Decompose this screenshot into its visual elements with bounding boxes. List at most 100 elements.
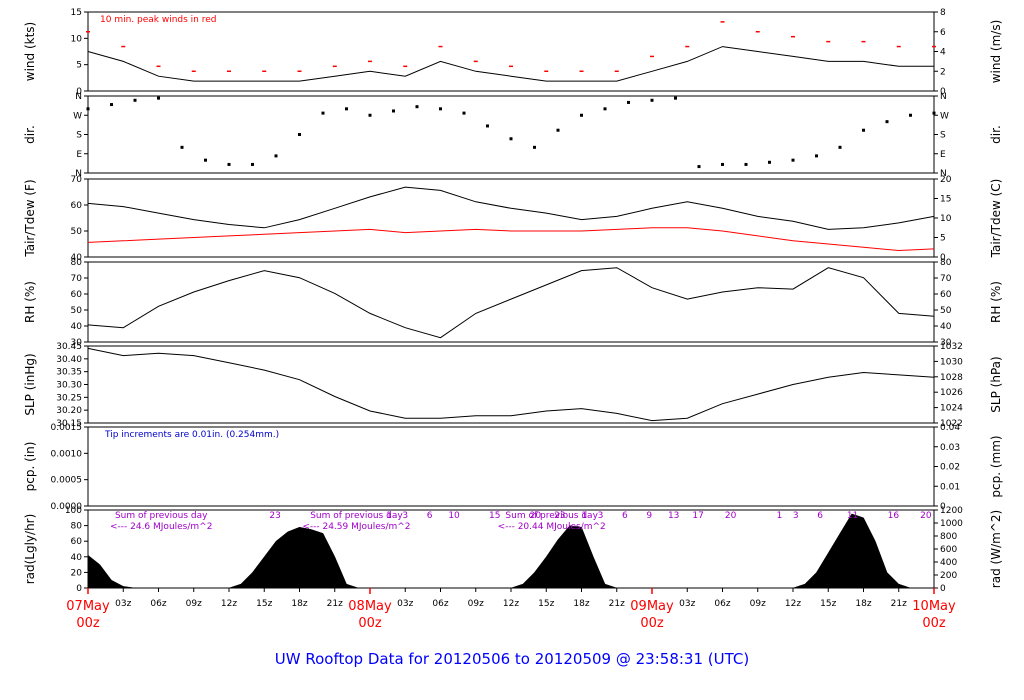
pcp-ytick-label: 0.0005: [51, 476, 83, 486]
rad-ytick-label: 20: [71, 568, 83, 578]
dir-point: [345, 107, 348, 111]
dir-point: [486, 124, 489, 128]
temp-series-line: [87, 186, 935, 230]
wind-ytick-right-label: 0: [940, 87, 946, 97]
dir-ytick-right-label: E: [940, 150, 946, 160]
slp-ytick-right-label: 1030: [940, 357, 963, 367]
dir-point: [462, 111, 466, 115]
x-tick-label: 18z: [855, 599, 871, 609]
slp-ytick-label: 30.20: [56, 406, 82, 416]
rh-ytick-right-label: 70: [940, 274, 952, 284]
rad-ylabel: rad(Lgly/hr): [23, 514, 37, 585]
rad-hour-label: 17: [692, 511, 703, 521]
x-tick-label: 18z: [573, 599, 589, 609]
rh-ylabel: RH (%): [23, 281, 37, 323]
temp-ylabel: Tair/Tdew (F): [23, 179, 37, 257]
dir-point: [298, 133, 301, 136]
dir-point: [815, 154, 818, 158]
slp-series-line: [87, 347, 935, 422]
dir-point: [791, 158, 795, 162]
slp-ytick-label: 30.45: [56, 342, 82, 352]
temp-ytick-label: 60: [71, 201, 83, 211]
wind-ylabel: wind (kts): [23, 22, 37, 81]
rad-hour-label: 20: [920, 511, 932, 521]
rad-hour-label: 6: [427, 511, 433, 521]
rh-ytick-label: 40: [71, 322, 83, 332]
x-tick-label: 12z: [503, 599, 519, 609]
slp-ytick-label: 30.25: [56, 393, 82, 403]
x-tick-label: 21z: [891, 599, 907, 609]
rad-hour-label: 23: [554, 511, 565, 521]
x-tick-label: 21z: [609, 599, 625, 609]
rh-ytick-label: 30: [71, 338, 83, 348]
dir-ytick-label: N: [75, 169, 82, 179]
temp-ytick-right-label: 5: [940, 234, 946, 244]
x-tick-label: 21z: [327, 599, 343, 609]
slp-ytick-right-label: 1022: [940, 419, 963, 429]
dir-ytick-right-label: W: [940, 111, 949, 121]
rad-hour-label: 6: [622, 511, 628, 521]
dir-point: [439, 107, 442, 111]
dir-point: [133, 98, 137, 102]
dir-point: [768, 160, 771, 164]
rh-ytick-right-label: 60: [940, 290, 952, 300]
temp-ylabel-right: Tair/Tdew (C): [989, 179, 1003, 259]
pcp-ytick-right-label: 0.01: [940, 482, 960, 492]
day-tick-date: 10May: [912, 599, 956, 614]
pcp-ytick-label: 0.0015: [51, 423, 83, 433]
rad-hour-label: 3: [402, 511, 408, 521]
dir-ylabel-right: dir.: [989, 125, 1003, 144]
dir-ytick-label: S: [76, 131, 82, 141]
dir-point: [204, 158, 207, 162]
rad-day-sum-title: Sum of previous day: [310, 511, 403, 521]
rad-ytick-label: 40: [71, 553, 83, 563]
dir-ylabel: dir.: [23, 125, 37, 144]
rad-ytick-label: 80: [71, 522, 83, 532]
rad-ytick-right-label: 800: [940, 532, 957, 542]
day-tick-hour: 00z: [640, 616, 664, 631]
rad-hour-label: 1: [777, 511, 783, 521]
dir-point: [627, 100, 630, 104]
dir-ytick-right-label: S: [940, 131, 946, 141]
dir-point: [862, 128, 865, 132]
x-tick-label: 15z: [538, 599, 554, 609]
dir-point: [603, 107, 607, 111]
rad-hour-label: 1: [386, 511, 392, 521]
x-tick-label: 09z: [468, 599, 484, 609]
temp-ytick-right-label: 0: [940, 253, 946, 263]
rad-ytick-right-label: 1000: [940, 519, 963, 529]
pcp-ytick-right-label: 0.04: [940, 423, 960, 433]
x-tick-label: 06z: [150, 599, 166, 609]
dir-ytick-label: N: [75, 92, 82, 102]
rad-ytick-right-label: 1200: [940, 506, 963, 516]
x-tick-label: 12z: [785, 599, 801, 609]
rh-ytick-label: 50: [71, 306, 83, 316]
dir-point: [274, 154, 278, 158]
rad-day-sum-title: Sum of previous day: [505, 511, 598, 521]
dir-point: [674, 96, 677, 100]
rh-ytick-label: 80: [71, 258, 83, 268]
pcp-ytick-right-label: 0.03: [940, 443, 960, 453]
rad-hour-label: 6: [817, 511, 823, 521]
rh-ytick-right-label: 30: [940, 338, 952, 348]
dir-frame: [87, 95, 935, 174]
dir-ytick-label: E: [76, 150, 82, 160]
slp-ylabel: SLP (inHg): [23, 353, 37, 415]
rad-hour-label: 23: [269, 511, 280, 521]
rad-day-sum-value: <--- 20.44 MJoules/m^2: [498, 522, 606, 532]
rad-hour-label: 3: [598, 511, 604, 521]
rad-day-sum-value: <--- 24.6 MJoules/m^2: [110, 522, 212, 532]
rad-ytick-right-label: 600: [940, 545, 957, 555]
rad-day-sum-value: <--- 24.59 MJoules/m^2: [302, 522, 410, 532]
wind-annotation: 10 min. peak winds in red: [100, 15, 217, 25]
pcp-ytick-right-label: 0.02: [940, 463, 960, 473]
x-tick-label: 09z: [186, 599, 202, 609]
rad-hour-label: 15: [489, 511, 500, 521]
rad-ytick-label: 0: [76, 584, 82, 594]
temp-ytick-right-label: 15: [940, 195, 951, 205]
temp-ytick-label: 50: [71, 227, 83, 237]
dir-point: [157, 96, 160, 100]
rad-ytick-right-label: 400: [940, 558, 957, 568]
x-tick-label: 18z: [291, 599, 307, 609]
